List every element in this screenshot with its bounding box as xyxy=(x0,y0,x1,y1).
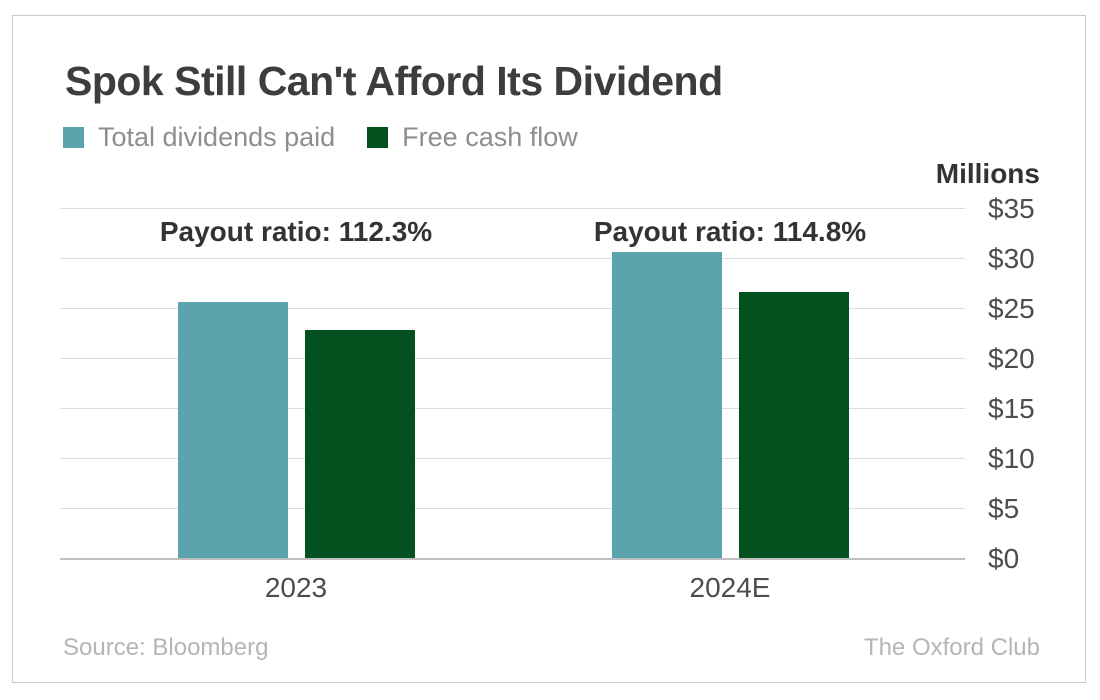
gridline-$20 xyxy=(60,358,965,359)
x-axis-label-2023: 2023 xyxy=(264,572,328,603)
legend-label-1: Free cash flow xyxy=(402,122,578,152)
x-axis-baseline xyxy=(60,558,965,560)
source-credit: Source: Bloomberg xyxy=(63,634,269,661)
gridline-$5 xyxy=(60,508,965,509)
x-axis-label-2024e: 2024E xyxy=(689,572,771,603)
gridline-$15 xyxy=(60,408,965,409)
chart-title: Spok Still Can't Afford Its Dividend xyxy=(65,58,723,104)
legend-swatch-1 xyxy=(367,127,389,148)
y-tick-label-$15: $15 xyxy=(988,393,1035,424)
legend-swatch-0 xyxy=(63,127,84,148)
y-tick-label-$25: $25 xyxy=(988,293,1035,324)
chart-legend: Total dividends paid Free cash flow xyxy=(63,122,596,153)
payout-ratio-annotation-2023: Payout ratio: 112.3% xyxy=(159,216,433,247)
gridline-$10 xyxy=(60,458,965,459)
chart-border-frame xyxy=(12,15,1086,683)
gridline-$30 xyxy=(60,258,965,259)
y-tick-label-$20: $20 xyxy=(988,343,1035,374)
y-tick-label-$5: $5 xyxy=(988,493,1020,524)
bar-2023-total-dividends-paid xyxy=(177,302,288,558)
y-axis-unit-label: Millions xyxy=(935,158,1040,189)
bar-2023-free-cash-flow xyxy=(304,330,415,558)
bar-2024e-total-dividends-paid xyxy=(611,252,722,558)
legend-label-0: Total dividends paid xyxy=(98,122,336,152)
payout-ratio-annotation-2024e: Payout ratio: 114.8% xyxy=(593,216,867,247)
y-tick-label-$30: $30 xyxy=(988,243,1035,274)
y-tick-label-$35: $35 xyxy=(988,193,1035,224)
gridline-$35 xyxy=(60,208,965,209)
y-tick-label-$0: $0 xyxy=(988,543,1020,574)
brand-credit: The Oxford Club xyxy=(863,634,1040,661)
y-tick-label-$10: $10 xyxy=(988,443,1035,474)
gridline-$25 xyxy=(60,308,965,309)
bar-2024e-free-cash-flow xyxy=(738,292,849,558)
